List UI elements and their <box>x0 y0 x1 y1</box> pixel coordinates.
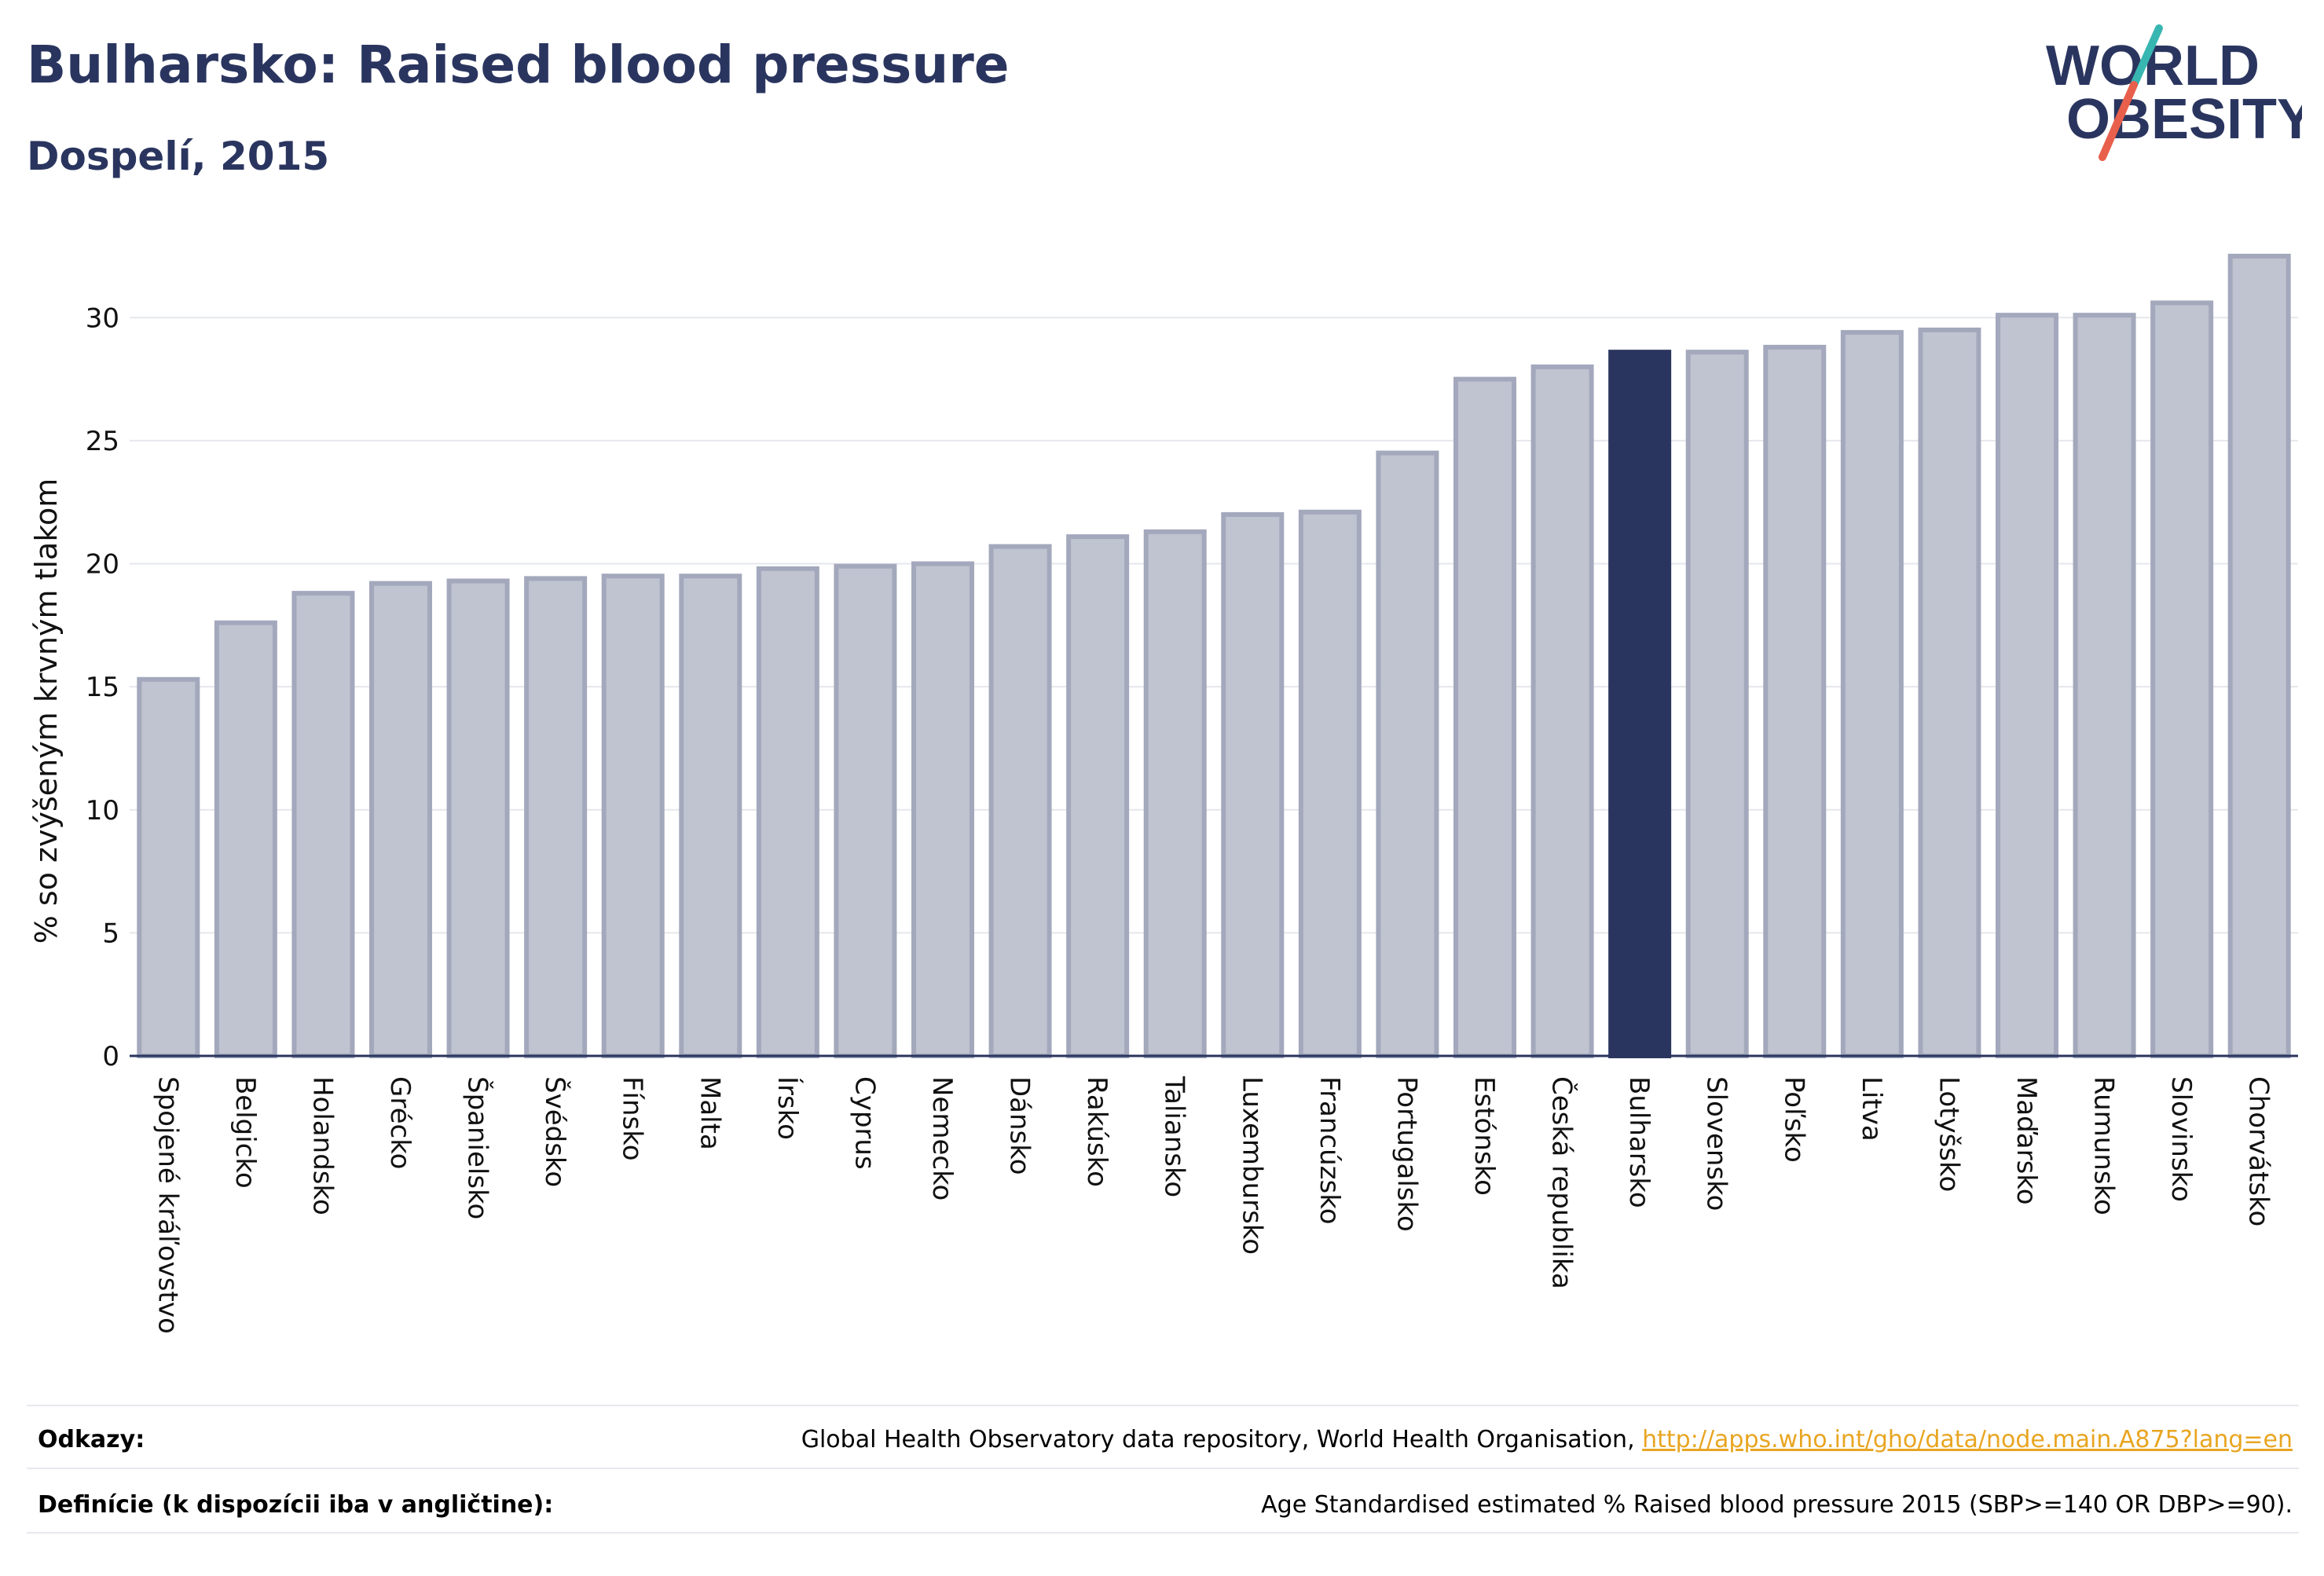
x-tick-label: Taliansko <box>1159 1076 1190 1197</box>
x-tick-label: Maďarsko <box>2011 1076 2042 1205</box>
bar <box>1221 511 1285 1058</box>
bar <box>679 574 742 1058</box>
x-tick-label: Fínsko <box>617 1076 648 1161</box>
bar <box>1996 313 2058 1058</box>
x-tick-label: Chorvátsko <box>2243 1076 2275 1226</box>
x-tick-label: Holandsko <box>306 1076 338 1215</box>
references-source: Global Health Observatory data repositor… <box>801 1426 1643 1453</box>
x-tick-label: Rumunsko <box>2088 1076 2120 1215</box>
bar-highlighted <box>1608 350 1672 1059</box>
y-tick-label: 30 <box>86 302 119 334</box>
x-tick-label: Španielsko <box>462 1076 494 1219</box>
bar <box>911 561 974 1058</box>
x-tick-label: Litva <box>1856 1076 1887 1142</box>
y-tick-label: 10 <box>86 795 119 826</box>
footer-divider-bottom <box>27 1532 2299 1534</box>
y-tick-label: 15 <box>86 672 119 703</box>
x-tick-label: Belgicko <box>229 1076 261 1189</box>
x-tick-label: Dánsko <box>1004 1076 1036 1175</box>
bar <box>214 620 277 1058</box>
footer-divider-middle <box>27 1468 2299 1469</box>
bar <box>137 676 200 1058</box>
x-tick-label: Cyprus <box>849 1076 880 1170</box>
x-tick-label: Švédsko <box>539 1076 571 1187</box>
x-tick-label: Lotyšsko <box>1933 1076 1964 1192</box>
bar <box>756 566 819 1058</box>
x-tick-label: Poľsko <box>1778 1076 1809 1163</box>
bar-chart: 0 5 10 15 20 25 30 Spojené kráľovstvo Belgicko H… <box>29 254 2298 1334</box>
bar <box>1453 376 1516 1059</box>
x-axis-labels: Spojené kráľovstvo Belgicko Holandsko Gréck… <box>152 1076 2274 1334</box>
definitions-label: Definície (k dispozícii iba v angličtine… <box>38 1491 554 1519</box>
y-tick-label: 0 <box>102 1041 119 1072</box>
references-text: Global Health Observatory data repositor… <box>801 1426 2293 1453</box>
bar <box>369 581 432 1058</box>
logo-slash-teal <box>2130 24 2163 89</box>
x-tick-label: Grécko <box>384 1076 416 1169</box>
bar <box>2227 254 2291 1058</box>
references-link[interactable]: http://apps.who.int/gho/data/node.main.A… <box>1642 1426 2293 1453</box>
bar <box>1298 509 1362 1058</box>
bars <box>137 254 2291 1059</box>
bar <box>1530 364 1594 1058</box>
world-obesity-logo: WORLD OBESITY <box>2046 24 2302 161</box>
chart-title: Bulharsko: Raised blood pressure <box>27 35 1010 95</box>
x-tick-label: Estónsko <box>1468 1076 1500 1196</box>
bar <box>1918 327 1981 1058</box>
bar <box>988 544 1052 1058</box>
bar <box>291 591 355 1058</box>
chart-subtitle: Dospelí, 2015 <box>27 134 330 179</box>
x-tick-label: Malta <box>694 1076 725 1150</box>
y-axis-ticks: 0 5 10 15 20 25 30 <box>86 302 119 1072</box>
bar <box>834 563 897 1058</box>
bar <box>601 574 665 1058</box>
bar <box>1066 534 1130 1058</box>
footer-divider-top <box>27 1405 2299 1406</box>
x-tick-label: Česká republika <box>1546 1076 1578 1289</box>
x-tick-label: Nemecko <box>926 1076 958 1200</box>
y-tick-label: 25 <box>86 426 119 457</box>
bar <box>1376 450 1439 1058</box>
x-tick-label: Slovensko <box>1701 1076 1732 1211</box>
x-tick-label: Luxembursko <box>1236 1076 1267 1255</box>
x-tick-label: Portugalsko <box>1391 1076 1422 1232</box>
references-label: Odkazy: <box>38 1426 145 1453</box>
x-tick-label: Spojené kráľovstvo <box>152 1076 183 1334</box>
bar <box>446 578 510 1058</box>
definitions-text: Age Standardised estimated % Raised bloo… <box>1261 1491 2293 1519</box>
bar <box>1685 350 1749 1059</box>
bar <box>2073 313 2136 1058</box>
x-tick-label: Írsko <box>772 1076 804 1140</box>
x-tick-label: Rakúsko <box>1081 1076 1113 1187</box>
bar <box>1840 330 1904 1058</box>
bar <box>1143 529 1207 1058</box>
y-tick-label: 5 <box>102 918 119 949</box>
y-tick-label: 20 <box>86 549 119 581</box>
logo-slash-red <box>2099 81 2138 161</box>
y-axis-label: % so zvýšeným krvným tlakom <box>29 478 64 944</box>
bar <box>2150 300 2214 1058</box>
x-tick-label: Slovinsko <box>2165 1076 2197 1202</box>
bar <box>524 576 588 1058</box>
x-tick-label: Francúzsko <box>1314 1076 1345 1225</box>
bar <box>1763 344 1827 1058</box>
x-tick-label: Bulharsko <box>1623 1076 1655 1208</box>
